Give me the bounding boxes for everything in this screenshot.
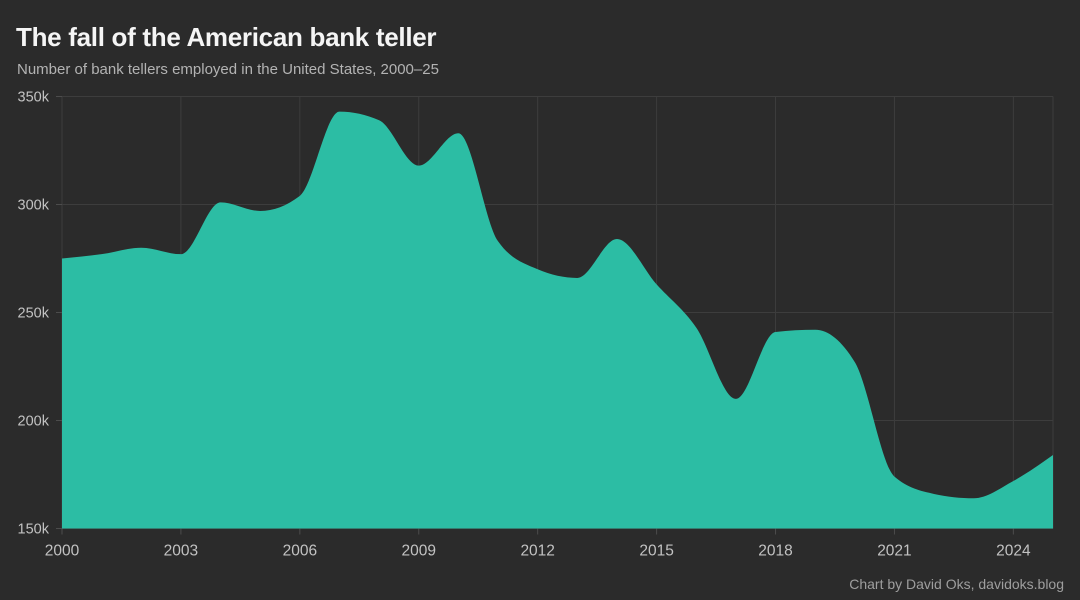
y-axis-label: 350k	[18, 90, 50, 106]
x-axis-labels: 2000 2003 2006 2009 2012 2015 2018 2021 2024	[45, 543, 1031, 560]
y-axis-label: 250k	[18, 306, 50, 322]
axis-ticks	[56, 96, 1014, 535]
y-axis-labels: 150k 200k 250k 300k 350k	[18, 90, 50, 538]
y-axis-label: 150k	[18, 522, 50, 538]
x-axis-label: 2009	[402, 543, 436, 560]
x-axis-label: 2006	[283, 543, 317, 560]
chart-title: The fall of the American bank teller	[16, 22, 437, 52]
y-axis-label: 200k	[18, 414, 50, 430]
chart-subtitle: Number of bank tellers employed in the U…	[17, 61, 439, 78]
x-axis-label: 2012	[520, 543, 554, 560]
x-axis-label: 2015	[639, 543, 673, 560]
x-axis-label: 2000	[45, 543, 80, 560]
y-axis-label: 300k	[18, 198, 50, 214]
x-axis-label: 2018	[758, 543, 792, 560]
x-axis-label: 2021	[877, 543, 911, 560]
chart-credit: Chart by David Oks, davidoks.blog	[849, 576, 1064, 592]
x-axis-label: 2024	[996, 543, 1031, 560]
x-axis-label: 2003	[164, 543, 198, 560]
area-series	[62, 111, 1053, 529]
